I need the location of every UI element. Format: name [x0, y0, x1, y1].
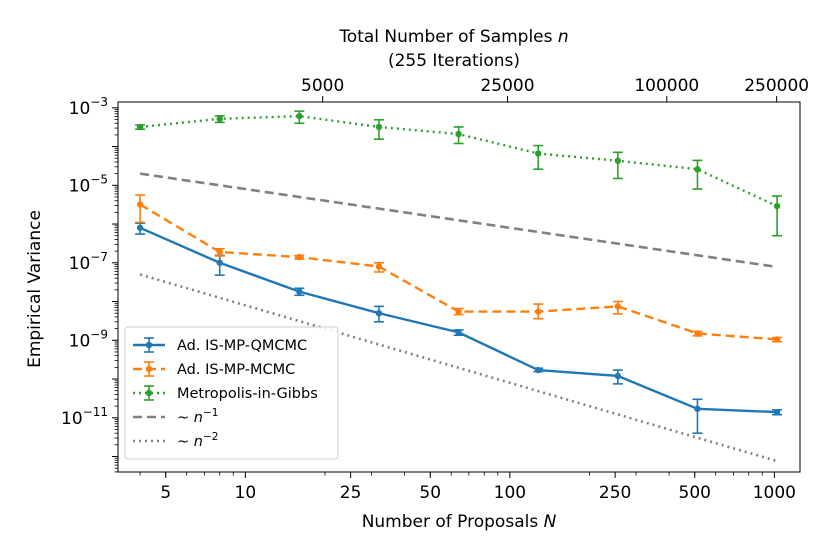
data-point	[375, 263, 383, 270]
data-point	[614, 157, 622, 164]
x-tick-label: 25	[340, 483, 362, 503]
data-point	[614, 372, 622, 380]
legend-label: Ad. IS-MP-MCMC	[177, 362, 295, 378]
top-tick-label: 100000	[634, 76, 699, 96]
x-tick-label: 250	[599, 483, 631, 503]
data-point	[694, 405, 701, 413]
legend-box	[124, 326, 339, 460]
data-point	[535, 366, 542, 374]
x-tick-label: 5	[160, 483, 171, 503]
series-line	[139, 114, 778, 208]
data-point	[216, 115, 223, 123]
x-tick-label: 500	[679, 483, 711, 503]
legend-label: ~ n−2	[177, 431, 218, 450]
data-point	[136, 123, 144, 131]
x-axis-label: Number of Proposals N	[362, 512, 557, 532]
legend-marker	[145, 341, 153, 349]
data-point	[216, 259, 223, 266]
y-tick-label: 10−5	[69, 172, 108, 196]
top-axis-sublabel: (255 Iterations)	[388, 51, 520, 71]
series-line	[139, 203, 778, 341]
data-point	[375, 123, 383, 131]
data-point	[216, 248, 223, 256]
x-tick-label: 50	[419, 483, 441, 503]
x-tick-label: 1000	[753, 483, 796, 503]
legend-label: Ad. IS-MP-QMCMC	[177, 338, 307, 354]
y-tick-label: 10−9	[69, 327, 108, 351]
legend-marker	[145, 389, 153, 397]
y-tick-label: 10−11	[61, 405, 108, 429]
top-axis-label: Total Number of Samples n	[338, 27, 568, 47]
legend: Ad. IS-MP-QMCMC Ad. IS-MP-MCMC Metropolis-…	[124, 326, 339, 460]
plot-frame	[117, 101, 801, 473]
data-point	[773, 202, 781, 210]
data-point	[773, 408, 781, 416]
x-tick-label: 10	[235, 483, 257, 503]
data-point	[455, 308, 462, 315]
top-tick-label: 25000	[480, 76, 534, 96]
y-tick-label: 10−3	[69, 95, 108, 119]
data-point	[296, 253, 303, 261]
y-tick-label: 10−7	[69, 250, 108, 274]
data-point	[773, 336, 781, 343]
data-point	[455, 130, 462, 138]
data-point	[296, 288, 303, 295]
reference-line	[139, 172, 778, 269]
legend-label: ~ n−1	[177, 407, 218, 426]
y-axis-label: Empirical Variance	[25, 210, 45, 368]
data-point	[614, 303, 622, 310]
data-point	[375, 309, 383, 317]
reference-line	[139, 273, 778, 463]
data-point	[296, 112, 303, 120]
plot-content: 5 10 25 50 100 250 500 1000 5000 25000 100000 25000…	[61, 76, 809, 503]
data-point	[136, 224, 144, 231]
data-point	[535, 150, 542, 157]
top-tick-label: 5000	[301, 76, 344, 96]
legend-label: Metropolis-in-Gibbs	[177, 386, 318, 402]
data-point	[455, 329, 462, 336]
data-point	[694, 330, 701, 337]
data-point	[136, 201, 144, 208]
top-tick-label: 250000	[744, 76, 809, 96]
data-point	[694, 166, 701, 173]
x-tick-label: 100	[494, 483, 526, 503]
legend-marker	[145, 365, 153, 373]
data-point	[535, 308, 542, 315]
